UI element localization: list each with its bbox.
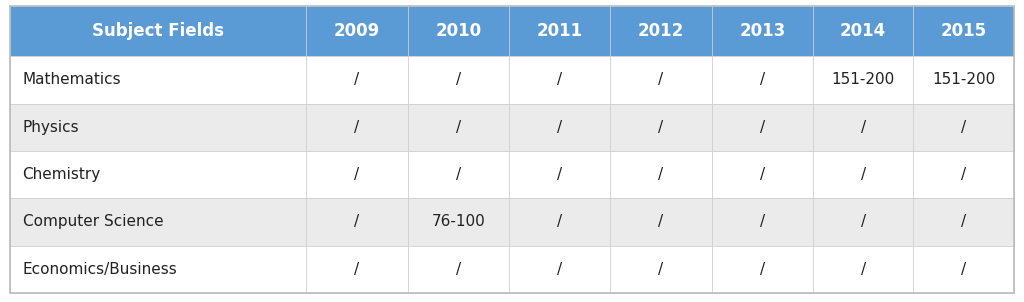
Bar: [408, 56, 509, 104]
Text: /: /: [961, 167, 967, 182]
Bar: [913, 246, 1014, 293]
Text: 76-100: 76-100: [431, 214, 485, 230]
Text: 2011: 2011: [537, 22, 583, 40]
Text: 2015: 2015: [940, 22, 987, 40]
Bar: [813, 198, 913, 246]
Bar: [509, 151, 610, 198]
Bar: [408, 246, 509, 293]
Text: /: /: [860, 214, 866, 230]
Bar: [610, 104, 712, 151]
Bar: [913, 198, 1014, 246]
Text: /: /: [658, 214, 664, 230]
Bar: [813, 56, 913, 104]
Bar: [913, 6, 1014, 56]
Text: /: /: [658, 120, 664, 135]
Bar: [10, 6, 306, 56]
Bar: [10, 198, 306, 246]
Text: /: /: [354, 262, 359, 277]
Bar: [509, 56, 610, 104]
Text: /: /: [354, 72, 359, 87]
Bar: [408, 6, 509, 56]
Bar: [509, 6, 610, 56]
Bar: [408, 151, 509, 198]
Text: /: /: [557, 120, 562, 135]
Bar: [10, 104, 306, 151]
Text: /: /: [354, 120, 359, 135]
Bar: [610, 151, 712, 198]
Text: /: /: [860, 120, 866, 135]
Bar: [913, 151, 1014, 198]
Text: /: /: [760, 214, 765, 230]
Bar: [10, 56, 306, 104]
Text: /: /: [658, 167, 664, 182]
Text: /: /: [961, 214, 967, 230]
Bar: [712, 56, 813, 104]
Text: 2013: 2013: [739, 22, 785, 40]
Bar: [306, 151, 408, 198]
Text: Mathematics: Mathematics: [23, 72, 121, 87]
Bar: [610, 246, 712, 293]
Bar: [408, 104, 509, 151]
Text: Chemistry: Chemistry: [23, 167, 100, 182]
Text: /: /: [354, 167, 359, 182]
Text: /: /: [557, 72, 562, 87]
Text: /: /: [456, 167, 461, 182]
Bar: [813, 6, 913, 56]
Bar: [712, 104, 813, 151]
Bar: [813, 151, 913, 198]
Bar: [813, 104, 913, 151]
Bar: [610, 56, 712, 104]
Bar: [610, 198, 712, 246]
Bar: [509, 104, 610, 151]
Bar: [509, 246, 610, 293]
Bar: [610, 6, 712, 56]
Bar: [10, 151, 306, 198]
Bar: [306, 246, 408, 293]
Bar: [913, 56, 1014, 104]
Text: 2014: 2014: [840, 22, 887, 40]
Bar: [712, 151, 813, 198]
Text: /: /: [557, 214, 562, 230]
Text: /: /: [961, 262, 967, 277]
Bar: [408, 198, 509, 246]
Text: /: /: [557, 262, 562, 277]
Text: 151-200: 151-200: [831, 72, 895, 87]
Text: 2012: 2012: [638, 22, 684, 40]
Text: /: /: [860, 262, 866, 277]
Text: /: /: [760, 167, 765, 182]
Bar: [712, 198, 813, 246]
Text: /: /: [760, 72, 765, 87]
Bar: [509, 198, 610, 246]
Text: /: /: [456, 72, 461, 87]
Text: /: /: [860, 167, 866, 182]
Bar: [712, 6, 813, 56]
Text: /: /: [760, 120, 765, 135]
Text: 151-200: 151-200: [932, 72, 995, 87]
Text: /: /: [354, 214, 359, 230]
Bar: [712, 246, 813, 293]
Bar: [306, 104, 408, 151]
Bar: [306, 56, 408, 104]
Text: /: /: [658, 262, 664, 277]
Text: Computer Science: Computer Science: [23, 214, 163, 230]
Bar: [913, 104, 1014, 151]
Text: Subject Fields: Subject Fields: [92, 22, 224, 40]
Text: /: /: [658, 72, 664, 87]
Text: /: /: [760, 262, 765, 277]
Text: Economics/Business: Economics/Business: [23, 262, 177, 277]
Text: /: /: [557, 167, 562, 182]
Bar: [10, 246, 306, 293]
Text: /: /: [456, 262, 461, 277]
Text: 2010: 2010: [435, 22, 481, 40]
Bar: [813, 246, 913, 293]
Text: /: /: [456, 120, 461, 135]
Bar: [306, 198, 408, 246]
Bar: [306, 6, 408, 56]
Text: Physics: Physics: [23, 120, 79, 135]
Text: 2009: 2009: [334, 22, 380, 40]
Text: /: /: [961, 120, 967, 135]
